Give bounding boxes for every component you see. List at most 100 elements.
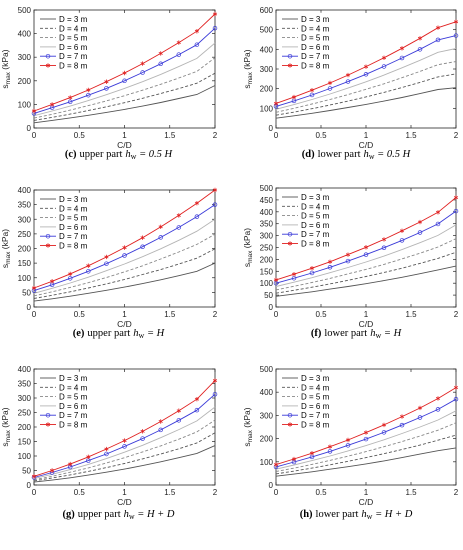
legend-label: D = 3 m bbox=[301, 193, 330, 202]
y-tick-label: 300 bbox=[18, 394, 32, 403]
panel-caption: (f) lower part hw = H bbox=[311, 328, 403, 340]
legend-label: D = 6 m bbox=[59, 223, 88, 232]
data-point-marker bbox=[435, 221, 441, 227]
legend-label: D = 4 m bbox=[301, 202, 330, 211]
x-tick-label: 0 bbox=[274, 488, 279, 497]
caption-subscript: w bbox=[139, 331, 145, 340]
data-point-marker bbox=[345, 437, 351, 443]
x-tick-label: 1.5 bbox=[164, 310, 176, 319]
y-tick-label: 100 bbox=[18, 452, 32, 461]
x-tick-label: 2 bbox=[454, 310, 459, 319]
series-line bbox=[33, 85, 216, 124]
data-point-marker bbox=[194, 214, 200, 219]
data-point-marker bbox=[104, 261, 109, 266]
data-point-marker bbox=[104, 86, 109, 91]
y-tick-label: 350 bbox=[18, 380, 32, 389]
data-point-marker bbox=[381, 55, 387, 60]
data-point-marker bbox=[67, 276, 73, 281]
y-axis-label-subscript: max bbox=[5, 251, 12, 264]
data-point-marker bbox=[399, 238, 405, 243]
data-point-marker bbox=[122, 253, 127, 258]
series-line bbox=[33, 42, 216, 117]
legend-label: D = 4 m bbox=[59, 24, 88, 33]
series-line bbox=[33, 393, 216, 478]
y-tick-label: 600 bbox=[260, 6, 274, 15]
data-point-marker bbox=[453, 19, 459, 24]
y-tick-label: 400 bbox=[18, 30, 32, 39]
caption-letter: (c) bbox=[65, 149, 77, 160]
legend: D = 3 mD = 4 mD = 5 mD = 6 mD = 7 mD = 8… bbox=[36, 371, 96, 432]
y-tick-label: 300 bbox=[260, 65, 274, 74]
series-line bbox=[275, 224, 457, 287]
data-point-marker bbox=[417, 415, 423, 420]
data-point-marker bbox=[176, 40, 181, 45]
x-tick-label: 1.5 bbox=[164, 131, 176, 140]
data-point-marker bbox=[104, 446, 109, 452]
x-tick-label: 0 bbox=[32, 131, 37, 140]
data-point-marker bbox=[176, 213, 181, 218]
legend-label: D = 3 m bbox=[59, 15, 88, 24]
data-point-marker bbox=[345, 72, 351, 78]
data-point-marker bbox=[381, 237, 387, 242]
data-point-marker bbox=[122, 70, 127, 76]
x-tick-label: 1 bbox=[364, 488, 369, 497]
y-tick-label: 400 bbox=[260, 208, 274, 217]
y-axis-label-unit: (kPa) bbox=[0, 407, 10, 430]
y-tick-label: 50 bbox=[22, 288, 31, 297]
y-tick-label: 100 bbox=[260, 458, 274, 467]
legend-label: D = 3 m bbox=[301, 374, 330, 383]
caption-letter: (e) bbox=[73, 328, 85, 339]
y-tick-label: 500 bbox=[18, 6, 32, 15]
y-tick-label: 400 bbox=[260, 388, 274, 397]
caption-subscript: w bbox=[367, 512, 373, 521]
caption-condition: = 0.5 H bbox=[136, 149, 173, 160]
caption-letter: (g) bbox=[63, 509, 76, 520]
y-axis-label: smax (kPa) bbox=[242, 49, 254, 88]
series-line bbox=[275, 48, 457, 110]
data-point-marker bbox=[212, 202, 218, 207]
data-point-marker bbox=[309, 88, 315, 93]
legend: D = 3 mD = 4 mD = 5 mD = 6 mD = 7 mD = 8… bbox=[36, 12, 96, 73]
caption-text: lower part bbox=[316, 509, 359, 520]
y-tick-label: 50 bbox=[264, 291, 273, 300]
y-axis-label-subscript: max bbox=[5, 429, 12, 442]
series-line bbox=[33, 432, 216, 482]
legend-label: D = 6 m bbox=[301, 43, 330, 52]
legend-label: D = 7 m bbox=[59, 232, 88, 241]
y-axis-label-unit: (kPa) bbox=[242, 228, 252, 251]
series-line bbox=[33, 27, 216, 114]
series-line bbox=[275, 210, 457, 284]
x-tick-label: 0 bbox=[32, 310, 37, 319]
series-line bbox=[275, 238, 457, 291]
data-point-marker bbox=[212, 25, 218, 31]
series-line bbox=[33, 419, 216, 481]
y-tick-label: 200 bbox=[18, 245, 32, 254]
y-tick-label: 0 bbox=[27, 481, 32, 490]
panel-caption: (e) upper part hw = H bbox=[73, 328, 166, 340]
y-tick-label: 100 bbox=[260, 104, 274, 113]
data-point-marker bbox=[31, 108, 37, 114]
chart-panel: 0 100 200 300 400 500 0 0.5 1 1.5 2 C/D smax (kPa) D … bbox=[242, 365, 459, 521]
legend-label: D = 4 m bbox=[301, 24, 330, 33]
series-line bbox=[33, 72, 216, 121]
data-point-marker bbox=[453, 195, 459, 200]
y-tick-label: 450 bbox=[260, 196, 274, 205]
y-axis-label-symbol: s bbox=[242, 84, 252, 88]
series-line bbox=[275, 398, 457, 468]
data-point-marker bbox=[435, 25, 441, 30]
y-tick-label: 300 bbox=[260, 232, 274, 241]
data-point-marker bbox=[68, 95, 73, 100]
x-tick-label: 1.5 bbox=[405, 310, 417, 319]
x-axis-label: C/D bbox=[359, 140, 374, 150]
y-axis-label: smax (kPa) bbox=[242, 228, 254, 267]
x-axis-label: C/D bbox=[117, 140, 132, 150]
data-point-marker bbox=[104, 451, 109, 457]
data-point-marker bbox=[363, 430, 369, 435]
x-tick-label: 2 bbox=[213, 131, 218, 140]
series-line bbox=[275, 265, 457, 297]
data-point-marker bbox=[417, 230, 423, 235]
data-point-marker bbox=[291, 271, 297, 277]
data-point-marker bbox=[327, 265, 333, 270]
x-tick-label: 0.5 bbox=[74, 488, 86, 497]
x-axis-label: C/D bbox=[117, 319, 132, 329]
